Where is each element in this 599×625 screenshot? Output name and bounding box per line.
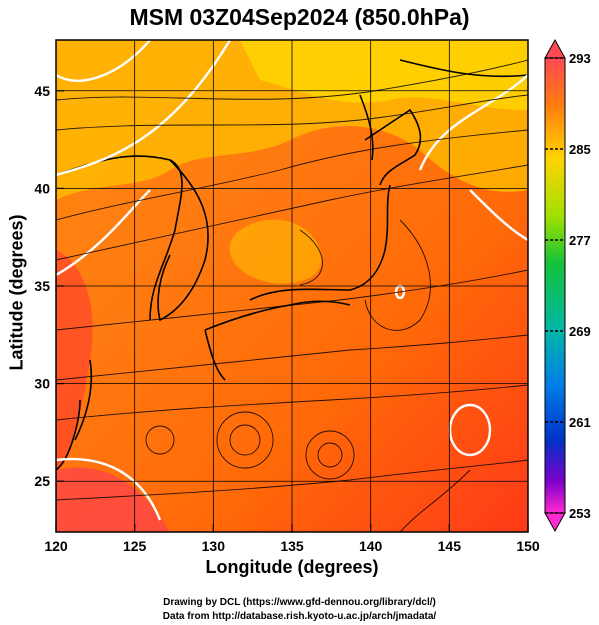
- map-title: MSM 03Z04Sep2024 (850.0hPa): [129, 4, 470, 30]
- y-tick-label-45: 45: [34, 83, 50, 99]
- x-tick-label-120: 120: [44, 538, 68, 554]
- y-tick-label-30: 30: [34, 376, 50, 392]
- colorbar-label-269: 269: [569, 324, 591, 339]
- lon-lat-grid: [56, 40, 528, 532]
- x-tick-label-130: 130: [202, 538, 226, 554]
- colorbar-label-261: 261: [569, 415, 591, 430]
- x-tick-label-125: 125: [123, 538, 147, 554]
- colorbar-label-253: 253: [569, 506, 591, 521]
- y-tick-label-25: 25: [34, 473, 50, 489]
- y-tick-label-35: 35: [34, 278, 50, 294]
- streamlines: [56, 59, 528, 532]
- x-tick-label-150: 150: [516, 538, 540, 554]
- x-tick-label-135: 135: [280, 538, 304, 554]
- map-plot-area: [56, 40, 528, 532]
- colorbar-top-arrow: [544, 38, 566, 59]
- x-axis: 120 125 130 135 140 145 150: [44, 524, 540, 554]
- x-tick-label-145: 145: [438, 538, 462, 554]
- colorbar-label-293: 293: [569, 51, 591, 66]
- x-axis-label: Longitude (degrees): [205, 557, 379, 577]
- colorbar-label-285: 285: [569, 142, 591, 157]
- credit-data: Data from http://database.rish.kyoto-u.a…: [162, 611, 437, 622]
- x-tick-label-140: 140: [359, 538, 383, 554]
- colorbar-bottom-arrow: [544, 512, 566, 533]
- isotherm-contours: [56, 40, 528, 521]
- credit-drawing: Drawing by DCL (https://www.gfd-dennou.o…: [163, 597, 436, 608]
- colorbar: 293 285 277 269 261 253: [544, 38, 591, 533]
- y-tick-label-40: 40: [34, 180, 50, 196]
- y-axis: 25 30 35 40 45: [34, 83, 64, 489]
- colorbar-label-277: 277: [569, 233, 591, 248]
- y-axis-label: Latitude (degrees): [6, 214, 27, 371]
